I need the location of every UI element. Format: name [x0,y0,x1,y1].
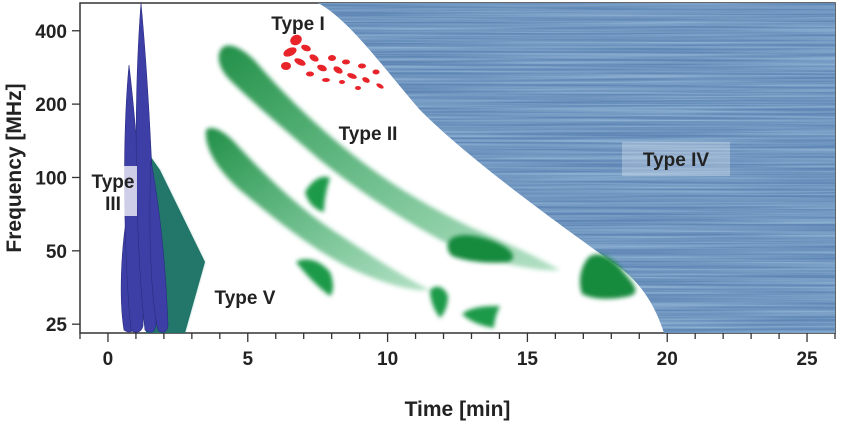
type-ii-label: Type II [339,124,398,145]
y-tick-label: 25 [46,315,68,336]
y-tick-label: 200 [35,95,67,116]
type-iv-label-box [622,142,730,176]
x-tick-label: 5 [242,349,253,370]
y-axis: 25 50 100 200 400 Frequency [MHz] [3,22,80,336]
y-tick-label: 100 [35,168,67,189]
y-axis-title: Frequency [MHz] [3,83,26,252]
x-tick-label: 25 [796,349,818,370]
y-tick-label: 50 [46,242,67,263]
x-tick-label: 0 [103,349,114,370]
x-axis-title: Time [min] [405,398,511,421]
x-axis: 0 5 10 15 20 25 Time [min] [79,333,836,421]
type-iii-burst [149,159,169,333]
type-i-bursts [281,34,384,90]
type-iii-label: Type III [92,172,135,215]
type-ii-bursts [205,45,636,328]
x-tick-label: 15 [517,349,539,370]
type-iv-label: Type IV [643,150,709,171]
burst-labels: Type I Type II Type III Type IV Type V [89,14,730,309]
type-v-label: Type V [215,288,276,309]
type-iv-region [318,3,835,333]
type-iii-label-box [89,166,137,216]
x-tick-label: 20 [657,349,678,370]
x-tick-label: 10 [377,349,398,370]
y-tick-label: 400 [35,22,67,43]
type-i-label: Type I [271,14,325,35]
type-iii-bursts [120,3,169,333]
